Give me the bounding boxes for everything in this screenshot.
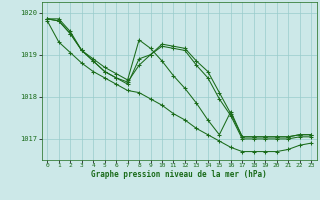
X-axis label: Graphe pression niveau de la mer (hPa): Graphe pression niveau de la mer (hPa) [91, 170, 267, 179]
